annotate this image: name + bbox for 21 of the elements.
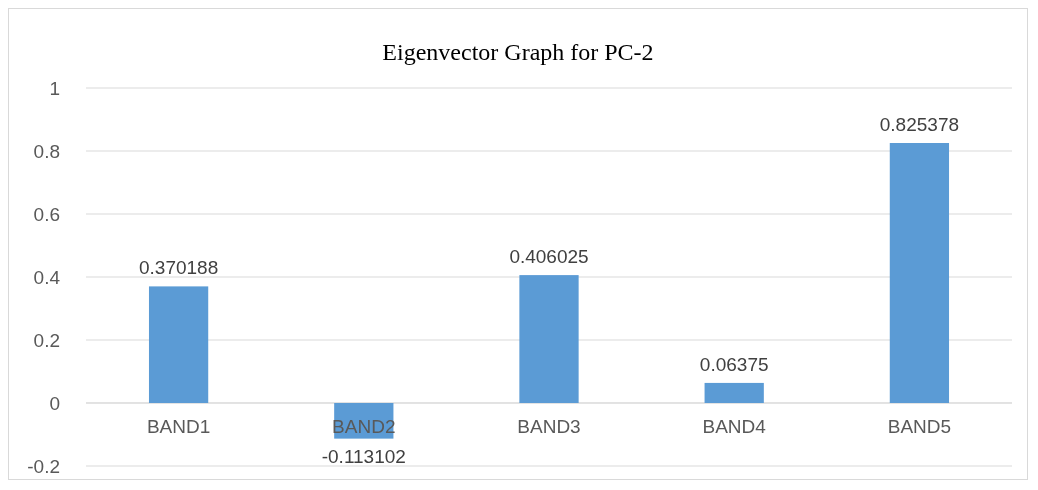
bar [704,382,764,403]
data-label: 0.06375 [699,353,769,375]
data-label: 0.370188 [138,257,219,279]
y-tick-label: 0.6 [33,203,60,225]
y-tick-label: -0.2 [27,455,60,477]
y-tick-label: 0.8 [33,140,60,162]
x-tick-label: BAND1 [146,416,211,437]
bar [519,275,579,403]
x-tick-label: BAND4 [702,416,767,437]
chart-title: Eigenvector Graph for PC-2 [382,39,654,65]
y-tick-label: 1 [49,77,60,99]
bar [148,286,209,403]
data-label: 0.406025 [509,246,589,268]
data-label: 0.825378 [879,114,960,136]
y-tick-label: 0.2 [33,329,60,351]
bar [889,143,950,403]
x-tick-label: BAND5 [887,416,952,437]
x-tick-label: BAND3 [517,416,581,437]
data-label: -0.113102 [321,445,406,467]
y-tick-label: 0 [49,392,60,414]
y-tick-label: 0.4 [33,266,61,288]
